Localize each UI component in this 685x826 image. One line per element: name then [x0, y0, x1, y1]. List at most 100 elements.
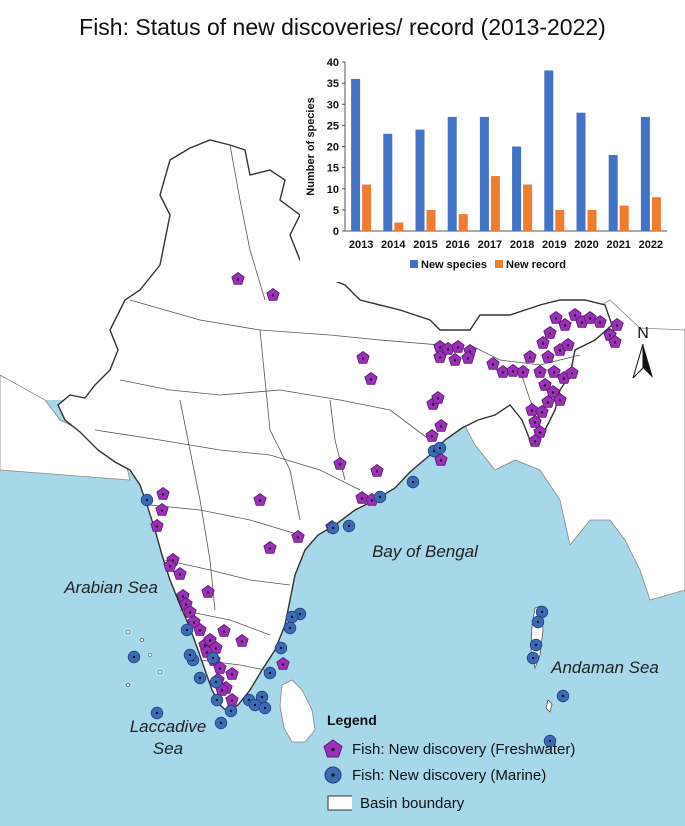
- bar-new-record: [619, 205, 629, 231]
- bar-new-record: [362, 184, 372, 231]
- y-tick-label: 20: [327, 142, 339, 154]
- bar-new-species: [640, 116, 650, 231]
- freshwater-marker: [434, 419, 448, 432]
- freshwater-marker: [425, 429, 439, 442]
- x-tick-label: 2018: [510, 239, 534, 251]
- marine-marker: [283, 621, 297, 635]
- freshwater-marker: [541, 350, 555, 363]
- freshwater-marker: [431, 391, 445, 404]
- legend-basin: Basin boundary: [322, 792, 464, 814]
- north-arrow: N: [632, 325, 653, 379]
- north-arrow-icon: [643, 344, 653, 378]
- x-tick-label: 2022: [639, 239, 663, 251]
- y-tick-label: 5: [333, 205, 339, 217]
- x-tick-label: 2017: [478, 239, 502, 251]
- freshwater-marker: [263, 541, 277, 554]
- freshwater-marker: [155, 503, 169, 516]
- marine-marker: [180, 623, 194, 637]
- marine-marker: [433, 441, 447, 455]
- marine-marker: [285, 610, 299, 624]
- freshwater-marker: [183, 605, 197, 618]
- freshwater-marker: [333, 457, 347, 470]
- freshwater-marker: [525, 403, 539, 416]
- marine-marker: [274, 641, 288, 655]
- legend-freshwater: Fish: New discovery (Freshwater): [322, 738, 575, 760]
- bar-new-record: [651, 197, 661, 231]
- freshwater-marker: [533, 365, 547, 378]
- legend-marine-label: Fish: New discovery (Marine): [352, 766, 547, 784]
- x-tick-label: 2020: [574, 239, 598, 251]
- freshwater-marker: [593, 315, 607, 328]
- freshwater-marker: [565, 366, 579, 379]
- freshwater-marker: [549, 311, 563, 324]
- bar-new-record: [394, 222, 404, 231]
- freshwater-marker: [506, 364, 520, 377]
- marine-marker: [206, 651, 220, 665]
- bar-new-species: [447, 116, 457, 231]
- x-tick-label: 2014: [381, 239, 406, 251]
- marine-marker: [342, 519, 356, 533]
- legend-label-new-species: New species: [421, 259, 487, 271]
- freshwater-marker: [538, 378, 552, 391]
- freshwater-marker: [583, 311, 597, 324]
- freshwater-marker: [516, 365, 530, 378]
- x-tick-label: 2013: [349, 239, 373, 251]
- marine-marker: [406, 475, 420, 489]
- marine-marker: [529, 638, 543, 652]
- sea-label-laccadive-line1: Laccadive: [129, 717, 207, 736]
- freshwater-marker: [370, 464, 384, 477]
- legend-label-new-record: New record: [506, 259, 566, 271]
- freshwater-marker: [433, 350, 447, 363]
- freshwater-marker: [364, 372, 378, 385]
- marine-marker: [543, 734, 557, 748]
- freshwater-pentagon-icon: [323, 739, 343, 758]
- marine-marker: [326, 521, 340, 535]
- freshwater-marker: [193, 623, 207, 636]
- x-tick-label: 2019: [542, 239, 566, 251]
- legend-basin-label: Basin boundary: [360, 794, 465, 812]
- freshwater-marker: [253, 493, 267, 506]
- basin-boundaries: [94, 144, 581, 671]
- legend-swatch-new-species: [410, 260, 418, 268]
- x-tick-label: 2016: [445, 239, 469, 251]
- freshwater-marker: [231, 272, 245, 285]
- freshwater-marker: [533, 425, 547, 438]
- marine-marker: [224, 704, 238, 718]
- freshwater-marker: [558, 318, 572, 331]
- bar-new-record: [490, 176, 500, 231]
- x-tick-label: 2015: [413, 239, 437, 251]
- marine-marker: [526, 651, 540, 665]
- freshwater-marker: [150, 519, 164, 532]
- basin-boundary-icon: [327, 795, 352, 811]
- freshwater-marker: [610, 318, 624, 331]
- freshwater-marker: [553, 393, 567, 406]
- bar-new-species: [576, 112, 586, 231]
- freshwater-marker: [291, 530, 305, 543]
- bar-new-record: [587, 209, 597, 231]
- north-label: N: [637, 325, 649, 342]
- bar-new-species: [415, 129, 425, 231]
- marine-marker: [210, 693, 224, 707]
- freshwater-marker: [523, 350, 537, 363]
- marine-marker: [258, 701, 272, 715]
- sea-label-arabian: Arabian Sea: [64, 578, 158, 597]
- bar-new-record: [458, 214, 468, 231]
- freshwater-marker: [201, 585, 215, 598]
- bar-new-species: [608, 154, 618, 231]
- freshwater-marker: [225, 667, 239, 680]
- freshwater-marker: [217, 624, 231, 637]
- x-tick-label: 2021: [606, 239, 630, 251]
- legend-title: Legend: [327, 712, 377, 728]
- marine-marker: [531, 615, 545, 629]
- freshwater-marker: [568, 308, 582, 321]
- y-tick-label: 25: [327, 120, 339, 132]
- bar-new-species: [544, 70, 554, 231]
- bar-new-species: [479, 116, 489, 231]
- freshwater-marker: [486, 357, 500, 370]
- freshwater-marker: [536, 336, 550, 349]
- bar-new-record: [555, 209, 565, 231]
- y-tick-label: 40: [327, 57, 339, 69]
- page-title: Fish: Status of new discoveries/ record …: [79, 14, 606, 40]
- marine-marker: [183, 648, 197, 662]
